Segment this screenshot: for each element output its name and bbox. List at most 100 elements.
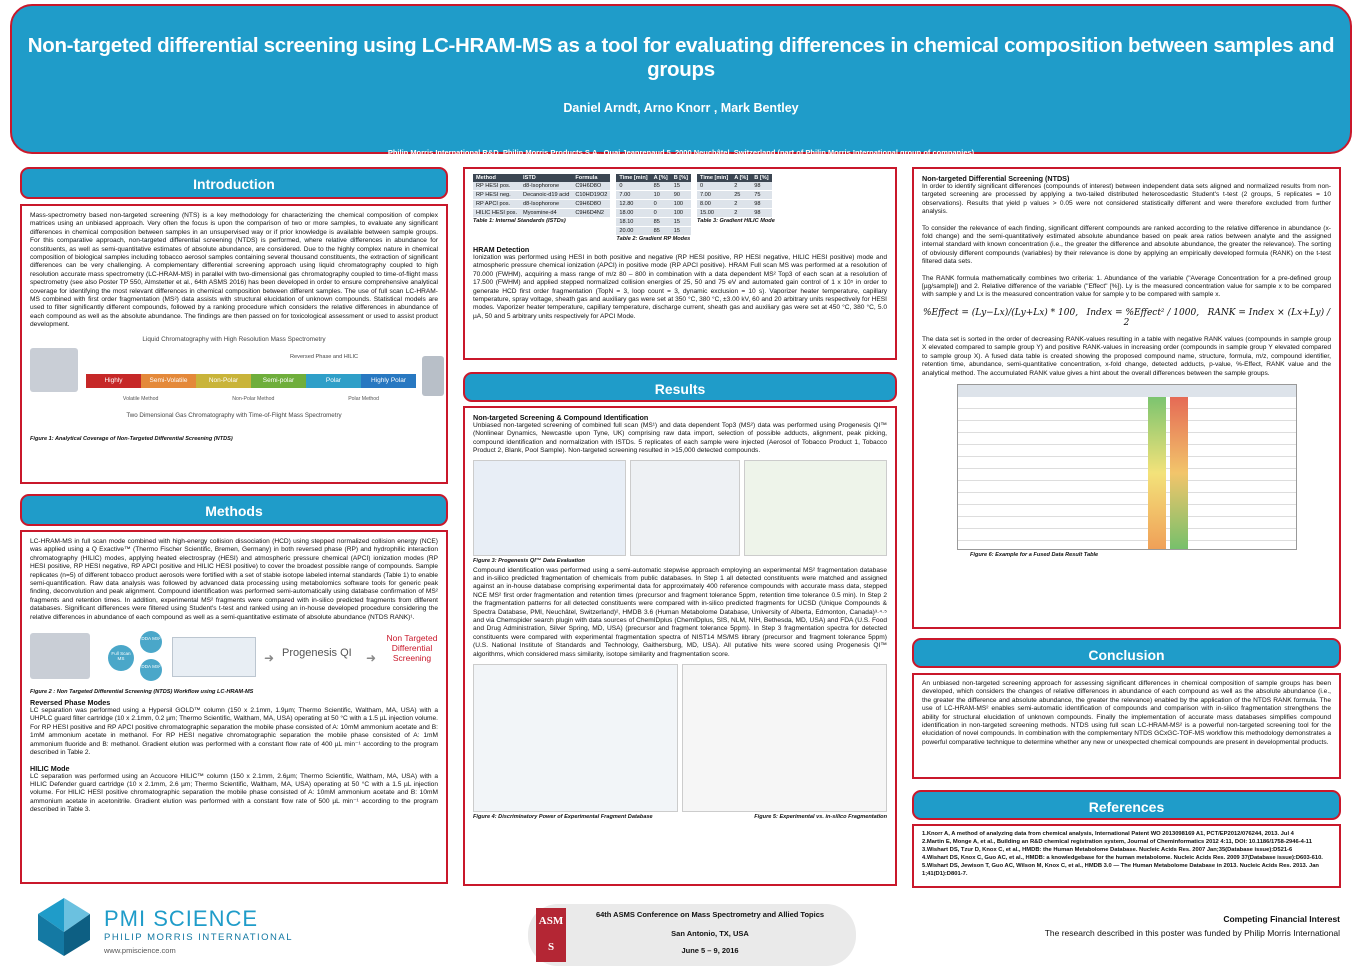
fragment-database-screenshot — [473, 664, 678, 813]
table2-caption: Table 2: Gradient RP Modes — [616, 236, 691, 242]
volatile-method-label: Volatile Method — [122, 395, 159, 402]
ntds-label: Non Targeted Differential Screening — [386, 633, 438, 664]
table-row: RP APCI pos. d8-Isophorone C9H6D8O — [473, 199, 611, 209]
results-heading: Results — [463, 372, 897, 402]
polar-method-label: Polar Method — [348, 395, 380, 402]
reference-item: 4.Wishart DS, Knox C, Guo AC, et al., HM… — [922, 855, 1323, 861]
fold-change-column — [1147, 396, 1166, 549]
band-non-polar: Non-Polar — [196, 373, 251, 388]
pmi-url: www.pmiscience.com — [104, 946, 176, 955]
introduction-heading: Introduction — [20, 167, 448, 199]
full-scan-node: Full Scan MS — [108, 645, 134, 672]
references-box: 1.Knorr A, A method of analyzing data fr… — [912, 824, 1341, 888]
results-sub1: Non-targeted Screening & Compound Identi… — [473, 413, 649, 422]
table-row: 18.00 0 100 — [616, 208, 691, 218]
fused-result-table — [956, 383, 1297, 550]
figure5-caption: Figure 5: Experimental vs. in-silico Fra… — [754, 814, 887, 821]
conference-date: June 5 – 9, 2016 — [681, 946, 739, 955]
method-labels: Volatile Method Non-Polar Method Polar M… — [86, 396, 416, 402]
figure3-caption: Figure 3: Progenesis QI™ Data Evaluation — [473, 557, 585, 564]
dda-node-2: DDA MS² — [140, 659, 162, 682]
table1-header: Formula — [572, 174, 611, 182]
band-highly-polar: Highly Polar — [361, 373, 416, 388]
table2-wrap: Time [min] A [%] B [%] 0 85 15 7.00 10 90 12.8… — [616, 174, 691, 242]
table-row: 8.00 2 98 — [697, 199, 772, 209]
table-row: RP HESI pos. d8-Isophorone C9H6D8O — [473, 182, 611, 191]
figure3 — [473, 459, 887, 556]
non-polar-method-label: Non-Polar Method — [232, 395, 275, 402]
methods-box: LC-HRAM-MS in full scan mode combined wi… — [20, 530, 448, 884]
asms-banner: ASMS 64th ASMS Conference on Mass Spectr… — [528, 904, 856, 966]
pmi-logo: PMI SCIENCE PHILIP MORRIS INTERNATIONAL … — [34, 894, 294, 966]
table-row: 7.00 10 90 — [616, 190, 691, 200]
tables-box: Method ISTD Formula RP HESI pos. d8-Isophor… — [463, 167, 897, 360]
results-text1: Unbiased non-targeted screening of combi… — [473, 422, 887, 455]
ntds-text2: To consider the relevance of each findin… — [922, 224, 1331, 266]
asms-logo-text: ASMS — [538, 915, 564, 953]
fused-table-header — [957, 384, 1296, 397]
band-semi-volatile: Semi-Volatile — [141, 373, 196, 388]
reference-item: 2.Martin E, Monge A, et al., Building an… — [922, 839, 1312, 845]
reference-item: 5.Wishart DS, Jewison T, Guo AC, Wilson … — [922, 863, 1319, 877]
qexactive-image — [30, 633, 90, 680]
hram-heading: HRAM Detection — [473, 245, 530, 254]
tables-row: Method ISTD Formula RP HESI pos. d8-Isophor… — [473, 174, 887, 242]
conclusion-box: An unbiased non-targeted screening appro… — [912, 673, 1341, 779]
competing-body: The research described in this poster wa… — [1044, 928, 1340, 938]
progenesis-logo: Progenesis QI — [282, 647, 352, 660]
methods-heading: Methods — [20, 494, 448, 526]
coverage-band: Highly Volatile/Volatile Semi-Volatile N… — [86, 373, 416, 398]
table1-wrap: Method ISTD Formula RP HESI pos. d8-Isophor… — [473, 174, 611, 242]
progenesis-screenshot-2 — [744, 459, 887, 556]
index-formula: Index = %Effect² / 1000, — [1086, 307, 1200, 318]
effect-formula: %Effect = (Ly−Lx)/(Ly+Lx) * 100, — [923, 307, 1079, 318]
conference-place: San Antonio, TX, USA — [671, 929, 749, 938]
pmi-logo-main: PMI SCIENCE — [104, 906, 259, 931]
methods-text: LC-HRAM-MS in full scan mode combined wi… — [30, 538, 438, 621]
table-row: RP HESI neg. Decanoic-d19 acid C10HD19O2 — [473, 190, 611, 200]
introduction-text: Mass-spectrometry based non-targeted scr… — [30, 212, 438, 329]
conclusion-heading: Conclusion — [912, 638, 1341, 668]
conference-title: 64th ASMS Conference on Mass Spectrometr… — [595, 910, 825, 919]
rank-formula-text: RANK = Index × (Lx+Ly) / 2 — [1123, 307, 1330, 328]
asms-logo: ASMS — [536, 908, 566, 962]
conclusion-text: An unbiased non-targeted screening appro… — [922, 680, 1331, 746]
workflow-arrow-icon: ➜ — [264, 651, 275, 666]
authors: Daniel Arndt, Arno Knorr , Mark Bentley — [563, 101, 799, 115]
gc-instrument-image — [422, 355, 444, 396]
table-row: 20.00 85 15 — [616, 226, 691, 236]
table1-header: Method — [473, 174, 521, 182]
ntds-text4: The data set is sorted in the order of d… — [922, 335, 1331, 377]
competing-interest: Competing Financial Interest The researc… — [1045, 914, 1340, 938]
pca-plot — [630, 459, 741, 556]
conference-info: 64th ASMS Conference on Mass Spectrometr… — [574, 910, 846, 955]
rp-text: LC separation was performed using a Hype… — [30, 707, 438, 757]
affiliation: Philip Morris International R&D, Philip … — [387, 148, 975, 157]
band-semi-polar: Semi-polar — [251, 373, 306, 388]
figure2-caption: Figure 2 : Non Targeted Differential Scr… — [30, 689, 254, 696]
table-row: HILIC HESI pos. Myosmine-d4 C9H6D4N2 — [473, 208, 611, 218]
coverage-figure: Liquid Chromatography with High Resoluti… — [30, 335, 444, 436]
figure4-caption: Figure 4: Discriminatory Power of Experi… — [473, 814, 653, 821]
lc-instrument-image — [30, 347, 78, 392]
workflow-arrow-icon-2: ➜ — [366, 651, 377, 666]
effect-column — [1169, 396, 1188, 549]
workflow-figure: Full Scan MS DDA MS² DDA MS² ➜ Progenesi… — [30, 627, 438, 689]
poster-header: Non-targeted differential screening usin… — [10, 4, 1352, 157]
table1: Method ISTD Formula RP HESI pos. d8-Isophor… — [473, 174, 611, 218]
reference-item: 3.Wishart DS, Tzur D, Knox C, et al., HM… — [922, 847, 1293, 853]
dda-node-1: DDA MS² — [140, 631, 162, 654]
table-row: 18.10 85 15 — [616, 217, 691, 227]
introduction-box: Mass-spectrometry based non-targeted scr… — [20, 204, 448, 484]
reference-item: 1.Knorr A, A method of analyzing data fr… — [922, 831, 1294, 837]
references-heading: References — [912, 790, 1341, 820]
results-box: Non-targeted Screening & Compound Identi… — [463, 406, 897, 886]
rank-formula: %Effect = (Ly−Lx)/(Ly+Lx) * 100, Index =… — [922, 308, 1331, 328]
fragmentation-comparison-screenshot — [682, 664, 887, 813]
rp-hilic-label: Reversed Phase and HILIC — [290, 353, 359, 360]
ntds-text1: In order to identify significant differe… — [922, 183, 1331, 216]
table1-caption: Table 1: Internal Standards (ISTDs) — [473, 218, 566, 224]
coverage-figure-title: Liquid Chromatography with High Resoluti… — [142, 335, 326, 343]
figure1-caption: Figure 1: Analytical Coverage of Non-Tar… — [30, 435, 233, 442]
table3: Time [min] A [%] B [%] 0 2 98 7.00 25 75 8.00 2… — [697, 174, 772, 218]
